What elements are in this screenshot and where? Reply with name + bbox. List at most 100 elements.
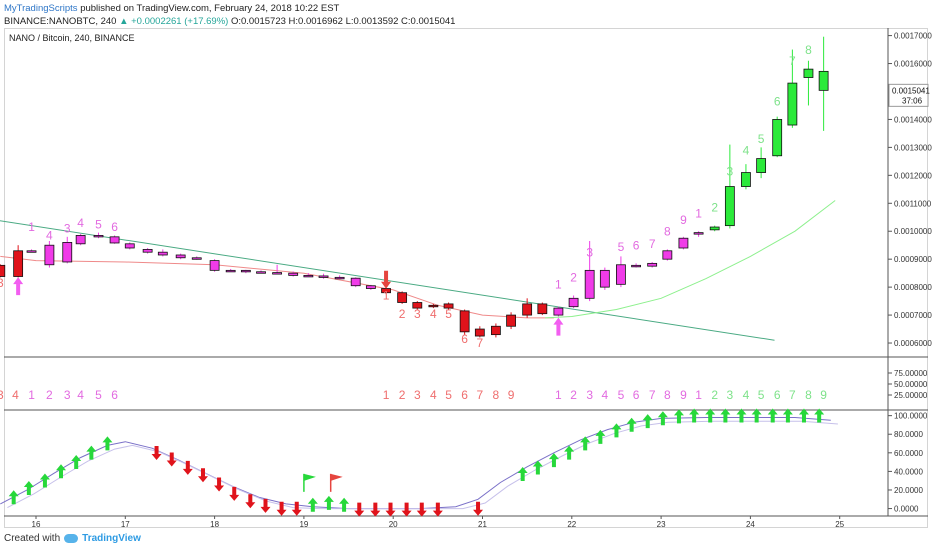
candle-body (568, 297, 579, 308)
time-tick-label: 18 (210, 520, 219, 529)
countdown-label: 8 (493, 388, 500, 402)
countdown-label: 1 (555, 388, 562, 402)
candle-body (772, 119, 783, 157)
price-tick-label: 0.0007000 (894, 311, 932, 320)
osc-up-arrow-icon (814, 408, 825, 423)
countdown-label: 5 (95, 388, 102, 402)
symbol-text: BINANCE:NANOBTC, 240 (4, 16, 117, 27)
candle-body (157, 251, 168, 256)
candle-body (787, 82, 798, 126)
countdown-label: 3 (414, 388, 421, 402)
countdown-label: 5 (445, 388, 452, 402)
countdown-label: 6 (111, 388, 118, 402)
tradingview-logo[interactable]: TradingView (82, 533, 141, 544)
candle-body (741, 172, 751, 187)
sell-arrow-icon (381, 270, 392, 289)
countdown-label: 4 (430, 388, 437, 402)
osc-up-arrow-icon (307, 497, 318, 512)
setup-count-label: 1 (695, 206, 702, 220)
countdown-label: 7 (476, 388, 483, 402)
osc-down-arrow-icon (432, 502, 443, 517)
osc-down-arrow-icon (291, 501, 302, 516)
candle-body (365, 285, 376, 289)
candle-body (522, 303, 533, 316)
countdown-label: 3 (727, 388, 734, 402)
time-tick-label: 23 (657, 520, 666, 529)
candle-body (124, 243, 135, 249)
osc-down-arrow-icon (197, 468, 208, 483)
candle-body (272, 272, 283, 275)
candle-body (109, 236, 120, 244)
setup-count-label: 2 (399, 307, 406, 321)
candle-body (397, 292, 408, 303)
publish-line: MyTradingScripts published on TradingVie… (4, 3, 339, 14)
osc-up-arrow-icon (548, 453, 559, 468)
change-text: ▲ +0.0002261 (+17.69%) (119, 16, 229, 27)
candle-body (334, 276, 345, 280)
current-price-label: 0.0015041 (892, 86, 930, 95)
candle-body (0, 264, 6, 277)
setup-count-label: 4 (46, 229, 53, 243)
osc-up-arrow-icon (767, 408, 778, 423)
candle-body (599, 269, 610, 288)
osc-up-arrow-icon (705, 408, 716, 423)
setup-count-label: 2 (570, 271, 577, 285)
candle-body (506, 314, 516, 327)
countdown-label: 2 (46, 388, 53, 402)
osc-up-arrow-icon (71, 454, 82, 469)
osc-down-arrow-icon (401, 502, 412, 517)
countdown-label: 1 (383, 388, 390, 402)
osc-up-arrow-icon (611, 423, 622, 438)
osc-up-arrow-icon (798, 408, 809, 423)
setup-count-label: 8 (805, 43, 812, 57)
osc-up-arrow-icon (782, 408, 793, 423)
osc-down-arrow-icon (473, 501, 484, 516)
footer: Created with TradingView (4, 533, 141, 544)
setup-count-label: 5 (95, 217, 102, 231)
osc-up-arrow-icon (595, 429, 606, 444)
candle-body (142, 248, 153, 253)
candle-body (209, 260, 220, 271)
candle-body (93, 235, 104, 238)
price-tick-label: 0.0017000 (894, 32, 932, 41)
candle-body (693, 232, 704, 235)
candle-body (709, 226, 720, 231)
candle-body (191, 257, 202, 260)
time-tick-label: 20 (389, 520, 398, 529)
setup-count-label: 3 (727, 164, 734, 178)
countdown-label: 1 (28, 388, 35, 402)
countdown-label: 4 (77, 388, 84, 402)
osc-down-arrow-icon (370, 502, 381, 517)
countdown-label: 6 (633, 388, 640, 402)
setup-count-label: 4 (430, 307, 437, 321)
countdown-label: 2 (570, 388, 577, 402)
osc-down-arrow-icon (166, 452, 177, 467)
created-with-text: Created with (4, 533, 61, 544)
osc-up-arrow-icon (580, 436, 591, 451)
price-tick-label: 0.0012000 (894, 171, 932, 180)
countdown-label: 9 (508, 388, 515, 402)
osc-down-arrow-icon (260, 498, 271, 513)
candle-body (616, 264, 626, 285)
chart-frame (4, 28, 928, 528)
publisher-link[interactable]: MyTradingScripts (4, 3, 78, 14)
countdown-label: 7 (789, 388, 796, 402)
price-tick-label: 0.0013000 (894, 143, 932, 152)
candle-body (62, 242, 73, 263)
osc-tick-label: 20.0000 (894, 486, 923, 495)
osc-up-arrow-icon (689, 408, 700, 423)
osc-tick-label: 0.0000 (894, 505, 919, 514)
osc-up-arrow-icon (642, 414, 653, 429)
ohlc-text: O:0.0015723 H:0.0016962 L:0.0013592 C:0.… (230, 16, 456, 27)
candle-body (175, 254, 186, 259)
time-tick-label: 24 (746, 520, 755, 529)
osc-tick-label: 100.0000 (894, 412, 928, 421)
osc-up-arrow-icon (56, 464, 67, 479)
candle-body (256, 271, 266, 274)
price-tick-label: 0.0006000 (894, 339, 932, 348)
candle-body (303, 274, 314, 278)
candle-body (443, 303, 454, 309)
candle-body (44, 244, 55, 266)
candle-body (318, 275, 329, 278)
